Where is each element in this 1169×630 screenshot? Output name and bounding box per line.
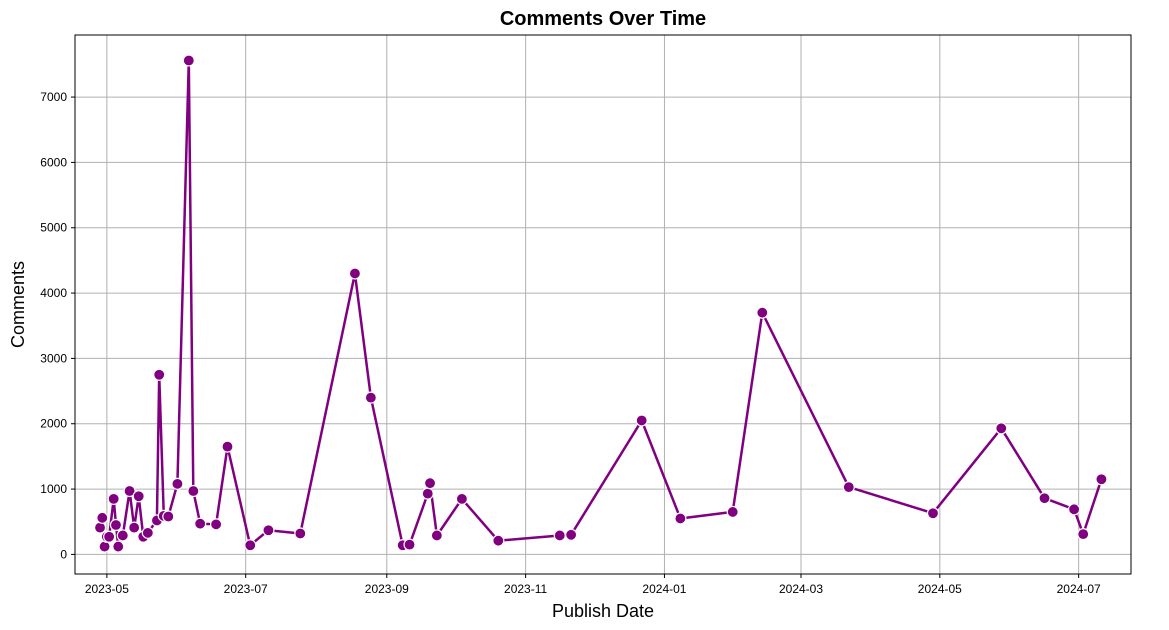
- data-point: [123, 484, 136, 498]
- data-point: [635, 414, 648, 427]
- y-axis-label: Comments: [8, 261, 28, 348]
- y-tick-label: 7000: [40, 90, 67, 104]
- data-point: [1095, 473, 1108, 486]
- data-point: [141, 526, 154, 539]
- y-tick-label: 2000: [40, 417, 67, 431]
- data-point: [1038, 492, 1051, 505]
- data-point: [103, 530, 116, 543]
- data-point: [162, 510, 175, 523]
- data-point: [553, 529, 566, 542]
- data-point: [107, 492, 120, 505]
- y-tick-label: 1000: [40, 482, 67, 496]
- x-tick-label: 2024-07: [1057, 582, 1101, 596]
- data-point: [926, 507, 940, 520]
- y-tick-label: 4000: [40, 286, 67, 300]
- data-point: [210, 518, 223, 531]
- data-point: [182, 54, 195, 67]
- data-point: [565, 528, 578, 541]
- data-point: [112, 540, 125, 553]
- data-point: [1068, 503, 1081, 516]
- y-tick-label: 6000: [40, 155, 67, 169]
- grid-lines: [75, 35, 1131, 574]
- x-tick-label: 2024-03: [779, 582, 823, 596]
- axis-ticks: 2023-05 2023-07 2023-09 2023-11 2024-01 2024-…: [40, 90, 1101, 596]
- x-tick-label: 2023-11: [504, 582, 547, 596]
- data-point: [421, 487, 434, 500]
- y-tick-label: 5000: [40, 221, 67, 235]
- data-point: [674, 512, 687, 525]
- x-axis-label: Publish Date: [552, 601, 654, 621]
- data-point: [403, 538, 416, 551]
- x-tick-label: 2023-07: [224, 582, 268, 596]
- y-tick-label: 0: [60, 547, 67, 561]
- data-point: [171, 477, 184, 490]
- series-group: [93, 54, 1108, 553]
- plot-frame: [74, 34, 1132, 575]
- x-tick-label: 2023-05: [85, 582, 129, 596]
- data-point: [194, 517, 207, 530]
- data-point: [726, 505, 739, 519]
- data-point: [430, 529, 443, 542]
- data-point: [116, 529, 129, 542]
- data-point: [132, 490, 145, 503]
- data-point: [109, 518, 123, 532]
- data-point: [348, 267, 362, 280]
- data-point: [244, 539, 257, 552]
- data-point: [842, 481, 855, 494]
- data-point: [1077, 528, 1090, 541]
- data-point: [492, 534, 505, 547]
- data-point: [756, 306, 769, 319]
- y-tick-label: 3000: [40, 351, 67, 365]
- data-point: [995, 422, 1008, 435]
- x-tick-label: 2024-05: [918, 582, 962, 596]
- data-point: [96, 511, 109, 524]
- x-tick-label: 2023-09: [365, 582, 409, 596]
- data-point: [128, 521, 141, 534]
- data-point: [221, 440, 234, 453]
- data-point: [153, 368, 166, 381]
- x-tick-label: 2024-01: [642, 582, 686, 596]
- plot-area: [75, 35, 1131, 574]
- data-point: [187, 484, 200, 498]
- data-point: [262, 524, 275, 537]
- data-point: [455, 492, 468, 505]
- chart-title: Comments Over Time: [500, 8, 706, 30]
- data-point: [364, 391, 377, 404]
- data-point: [294, 527, 307, 540]
- data-point: [423, 477, 437, 490]
